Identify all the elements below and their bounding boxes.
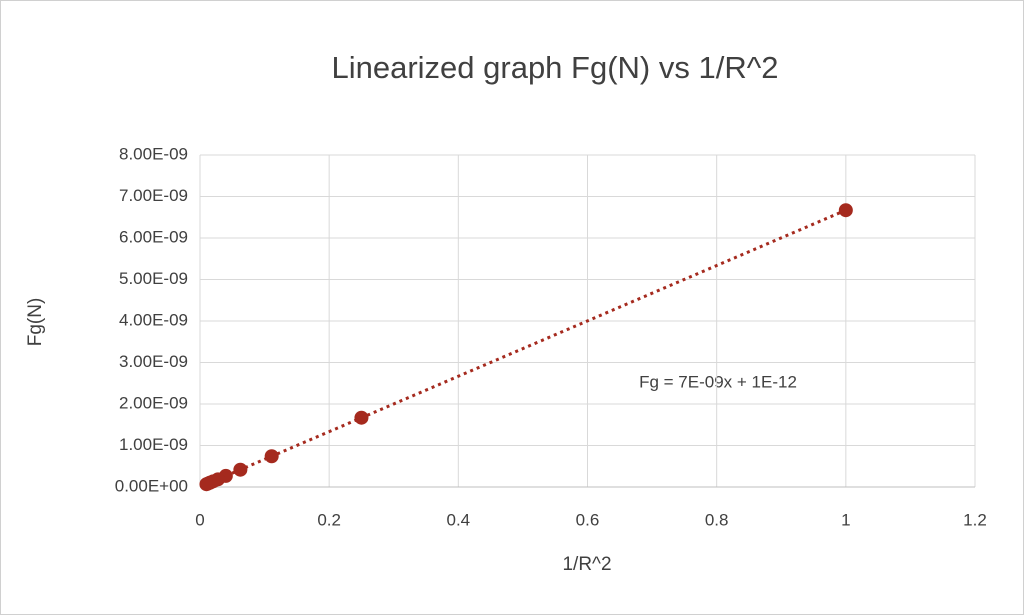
y-tick-label: 3.00E-09 (119, 352, 188, 371)
y-tick-label: 5.00E-09 (119, 269, 188, 288)
x-tick-label: 0.8 (705, 510, 729, 529)
trendline-equation: Fg = 7E-09x + 1E-12 (639, 372, 797, 391)
data-point (264, 449, 279, 464)
x-tick-label: 0 (195, 510, 204, 529)
chart-title: Linearized graph Fg(N) vs 1/R^2 (331, 50, 778, 85)
y-tick-label: 2.00E-09 (119, 393, 188, 412)
data-point (233, 462, 248, 477)
y-axis-label: Fg(N) (25, 298, 46, 347)
x-axis-label: 1/R^2 (562, 554, 611, 575)
x-tick-label: 1 (841, 510, 850, 529)
x-tick-label: 0.2 (317, 510, 341, 529)
y-tick-label: 0.00E+00 (115, 476, 188, 495)
y-tick-label: 7.00E-09 (119, 186, 188, 205)
data-point (354, 410, 369, 425)
y-tick-label: 1.00E-09 (119, 435, 188, 454)
data-point (838, 203, 853, 218)
y-tick-label: 6.00E-09 (119, 227, 188, 246)
x-tick-label: 0.4 (447, 510, 471, 529)
x-tick-label: 0.6 (576, 510, 600, 529)
y-tick-label: 4.00E-09 (119, 310, 188, 329)
y-tick-label: 8.00E-09 (119, 144, 188, 163)
x-tick-label: 1.2 (963, 510, 987, 529)
data-point (199, 477, 214, 492)
